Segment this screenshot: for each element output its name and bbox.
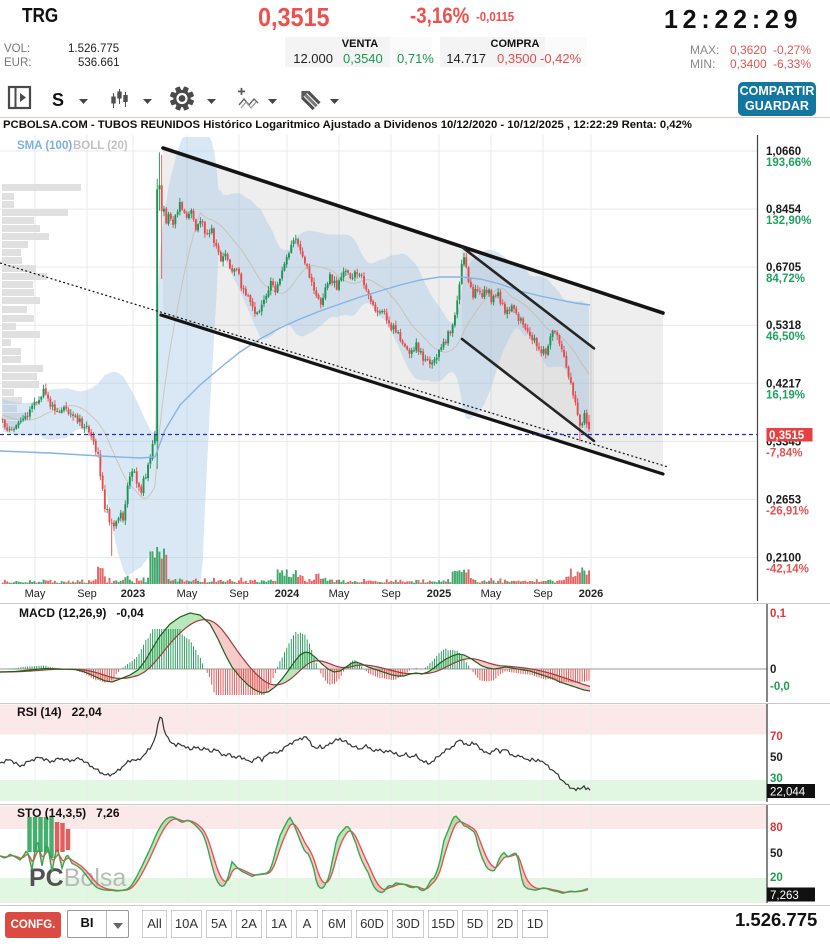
svg-text:193,66%: 193,66%	[766, 157, 811, 169]
svg-text:-26,91%: -26,91%	[766, 505, 809, 517]
svg-text:2023: 2023	[121, 588, 145, 600]
svg-text:2026: 2026	[579, 588, 603, 600]
svg-text:STO (14,3,5) 7,26: STO (14,3,5) 7,26	[17, 806, 120, 820]
svg-text:0: 0	[770, 664, 776, 676]
svg-text:22,044: 22,044	[770, 787, 806, 799]
svg-text:84,72%: 84,72%	[766, 273, 805, 285]
svg-text:132,90%: 132,90%	[766, 215, 811, 227]
svg-text:PCBolsa: PCBolsa	[29, 864, 126, 892]
svg-text:S: S	[52, 90, 64, 110]
svg-text:RSI (14) 22,04: RSI (14) 22,04	[17, 705, 102, 719]
svg-text:-0,0: -0,0	[770, 681, 790, 693]
svg-text:BOLL (20): BOLL (20)	[73, 140, 128, 152]
svg-text:16,19%: 16,19%	[766, 389, 805, 401]
svg-text:-42,14%: -42,14%	[766, 564, 809, 576]
svg-text:30: 30	[770, 773, 783, 785]
svg-text:Sep: Sep	[381, 588, 401, 600]
svg-text:0,1: 0,1	[770, 608, 787, 620]
svg-text:70: 70	[770, 731, 783, 743]
svg-text:0,3515: 0,3515	[769, 430, 805, 442]
svg-text:-7,84%: -7,84%	[766, 447, 802, 459]
svg-text:Sep: Sep	[533, 588, 553, 600]
svg-text:May: May	[329, 588, 350, 600]
svg-text:46,50%: 46,50%	[766, 331, 805, 343]
svg-text:Sep: Sep	[229, 588, 249, 600]
svg-text:MACD (12,26,9) -0,04: MACD (12,26,9) -0,04	[19, 606, 144, 620]
svg-text:80: 80	[770, 822, 783, 834]
svg-text:20: 20	[770, 872, 783, 884]
svg-text:2024: 2024	[275, 588, 300, 600]
svg-text:May: May	[177, 588, 198, 600]
svg-text:Sep: Sep	[77, 588, 97, 600]
svg-text:50: 50	[770, 848, 783, 860]
svg-text:May: May	[25, 588, 46, 600]
svg-text:7,263: 7,263	[770, 890, 799, 902]
svg-text:SMA (100): SMA (100)	[17, 140, 72, 152]
svg-text:May: May	[481, 588, 502, 600]
svg-text:50: 50	[770, 752, 783, 764]
svg-text:2025: 2025	[427, 588, 451, 600]
